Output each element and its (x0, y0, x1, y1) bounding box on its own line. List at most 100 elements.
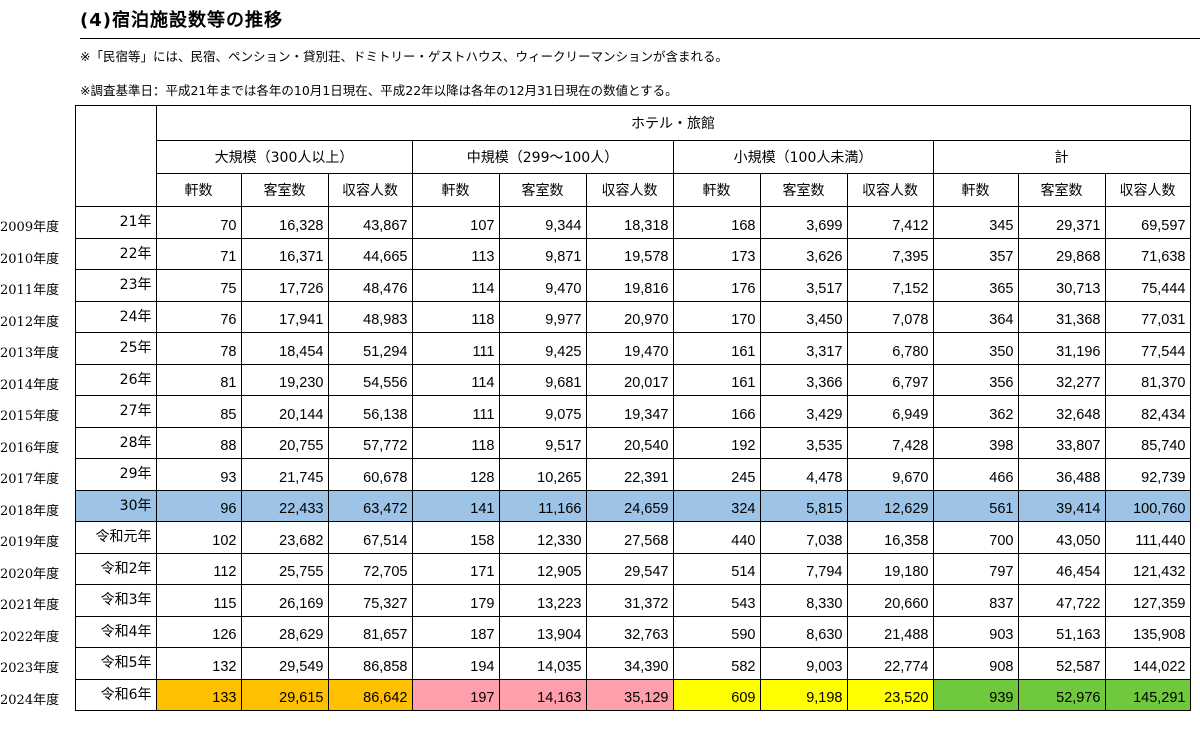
value-cell-large-capacity: 48,983 (327, 300, 413, 333)
value-cell-small-rooms: 3,366 (759, 363, 848, 396)
fiscal-year-label: 2013年度 (0, 346, 60, 361)
value-cell-small-capacity: 19,180 (846, 552, 934, 585)
value-cell-large-count: 132 (155, 647, 242, 680)
era-year-cell: 令和5年 (74, 647, 157, 680)
value-cell-large-count: 81 (155, 363, 242, 396)
value-cell-small-count: 161 (672, 363, 761, 396)
value-cell-medium-rooms: 13,904 (498, 615, 587, 648)
column-header-total-rooms: 客室数 (1017, 173, 1106, 207)
table-row: 2015年度 27年 85 20,144 56,138 111 9,075 19,347 166… (0, 395, 1191, 428)
value-cell-medium-rooms: 13,223 (498, 584, 587, 617)
value-cell-total-capacity: 77,031 (1104, 300, 1191, 333)
value-cell-small-count: 440 (672, 521, 761, 554)
era-year-cell: 23年 (74, 269, 157, 302)
note-definition: ※「民宿等」には、民宿、ペンション・貸別荘、ドミトリー・ゲストハウス、ウィークリ… (80, 49, 728, 64)
value-cell-total-rooms: 51,163 (1017, 615, 1106, 648)
value-cell-total-rooms: 29,371 (1017, 206, 1106, 239)
value-cell-small-count: 176 (672, 269, 761, 302)
value-cell-total-count: 466 (932, 458, 1019, 491)
table-row: 2018年度 30年 96 22,433 63,472 141 11,166 24,659 32… (0, 489, 1191, 522)
value-cell-medium-rooms: 9,470 (498, 269, 587, 302)
value-cell-large-capacity: 51,294 (327, 332, 413, 365)
fiscal-year-label: 2020年度 (0, 566, 60, 582)
value-cell-total-count: 345 (932, 206, 1019, 239)
value-cell-medium-capacity: 19,347 (585, 395, 674, 428)
lodging-facilities-table: ホテル・旅館 大規模（300人以上） 中規模（299～100人） 小規模（100… (0, 105, 1191, 711)
column-header-total-count: 軒数 (932, 173, 1019, 207)
value-cell-medium-rooms: 9,977 (498, 300, 587, 333)
era-year-cell: 令和6年 (74, 678, 157, 711)
table-row: 2021年度 令和3年 115 26,169 75,327 179 13,223 31,372… (0, 584, 1191, 617)
fiscal-year-label: 2011年度 (0, 283, 60, 298)
value-cell-medium-rooms: 14,163 (498, 678, 587, 711)
value-cell-small-rooms: 3,626 (759, 237, 848, 270)
value-cell-large-count: 70 (155, 206, 242, 239)
table-row: 2016年度 28年 88 20,755 57,772 118 9,517 20,540 192… (0, 426, 1191, 459)
value-cell-medium-rooms: 12,330 (498, 521, 587, 554)
column-header-small-capacity: 収容人数 (846, 173, 934, 207)
value-cell-medium-rooms: 10,265 (498, 458, 587, 491)
era-year-cell: 26年 (74, 363, 157, 396)
value-cell-total-capacity: 127,359 (1104, 584, 1191, 617)
value-cell-small-rooms: 7,794 (759, 552, 848, 585)
table-row: 2022年度 令和4年 126 28,629 81,657 187 13,904 32,763… (0, 615, 1191, 648)
value-cell-large-capacity: 48,476 (327, 269, 413, 302)
category-header-total: 計 (932, 140, 1191, 174)
value-cell-large-capacity: 67,514 (327, 521, 413, 554)
column-header-medium-capacity: 収容人数 (585, 173, 674, 207)
value-cell-large-capacity: 57,772 (327, 426, 413, 459)
value-cell-total-count: 357 (932, 237, 1019, 270)
era-year-cell: 令和4年 (74, 615, 157, 648)
column-header-large-count: 軒数 (155, 173, 242, 207)
value-cell-large-count: 78 (155, 332, 242, 365)
value-cell-large-rooms: 17,726 (240, 269, 329, 302)
value-cell-medium-rooms: 9,075 (498, 395, 587, 428)
value-cell-small-count: 170 (672, 300, 761, 333)
value-cell-total-capacity: 121,432 (1104, 552, 1191, 585)
value-cell-large-count: 96 (155, 489, 242, 522)
value-cell-small-count: 166 (672, 395, 761, 428)
value-cell-medium-count: 111 (411, 395, 500, 428)
value-cell-medium-count: 114 (411, 269, 500, 302)
value-cell-total-count: 398 (932, 426, 1019, 459)
value-cell-small-rooms: 4,478 (759, 458, 848, 491)
value-cell-large-rooms: 16,371 (240, 237, 329, 270)
value-cell-small-rooms: 5,815 (759, 489, 848, 522)
value-cell-medium-count: 118 (411, 300, 500, 333)
value-cell-medium-rooms: 9,871 (498, 237, 587, 270)
value-cell-small-count: 590 (672, 615, 761, 648)
value-cell-total-count: 356 (932, 363, 1019, 396)
value-cell-medium-rooms: 11,166 (498, 489, 587, 522)
value-cell-large-capacity: 43,867 (327, 206, 413, 239)
value-cell-small-capacity: 7,078 (846, 300, 934, 333)
value-cell-medium-rooms: 9,425 (498, 332, 587, 365)
value-cell-large-rooms: 20,144 (240, 395, 329, 428)
fiscal-year-label: 2012年度 (0, 314, 60, 330)
title-underline (80, 38, 1200, 39)
value-cell-medium-capacity: 31,372 (585, 584, 674, 617)
value-cell-small-rooms: 3,535 (759, 426, 848, 459)
value-cell-large-capacity: 86,858 (327, 647, 413, 680)
value-cell-small-count: 245 (672, 458, 761, 491)
era-year-cell: 令和元年 (74, 521, 157, 554)
fiscal-year-label: 2017年度 (0, 472, 60, 487)
value-cell-total-rooms: 47,722 (1017, 584, 1106, 617)
fiscal-year-label: 2019年度 (0, 535, 60, 550)
value-cell-small-rooms: 3,429 (759, 395, 848, 428)
value-cell-medium-count: 114 (411, 363, 500, 396)
column-header-large-capacity: 収容人数 (327, 173, 413, 207)
value-cell-small-count: 168 (672, 206, 761, 239)
value-cell-large-capacity: 54,556 (327, 363, 413, 396)
value-cell-medium-capacity: 19,816 (585, 269, 674, 302)
era-year-cell: 24年 (74, 300, 157, 333)
value-cell-small-count: 543 (672, 584, 761, 617)
page-title: (4)宿泊施設数等の推移 (80, 10, 283, 31)
era-year-cell: 令和2年 (74, 552, 157, 585)
value-cell-small-count: 324 (672, 489, 761, 522)
value-cell-small-count: 161 (672, 332, 761, 365)
value-cell-large-count: 85 (155, 395, 242, 428)
corner-cell (74, 105, 157, 207)
value-cell-total-count: 797 (932, 552, 1019, 585)
table-row: 2023年度 令和5年 132 29,549 86,858 194 14,035 34,390… (0, 647, 1191, 680)
value-cell-medium-capacity: 20,540 (585, 426, 674, 459)
